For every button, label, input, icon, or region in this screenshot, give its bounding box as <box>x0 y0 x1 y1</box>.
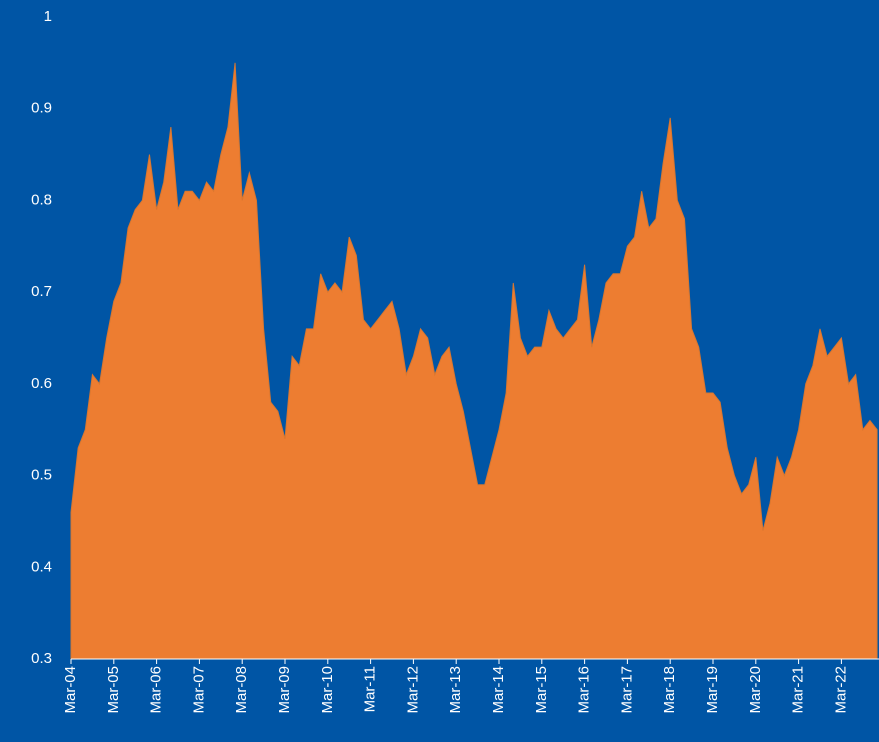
x-tick-label: Mar-22 <box>832 666 849 714</box>
x-tick-label: Mar-14 <box>490 666 507 714</box>
x-tick-label: Mar-07 <box>190 666 207 714</box>
x-tick-label: Mar-21 <box>790 666 807 714</box>
y-tick-label: 0.4 <box>31 558 52 575</box>
x-tick-label: Mar-10 <box>319 666 336 714</box>
y-tick-label: 0.8 <box>31 191 52 208</box>
y-tick-label: 1 <box>44 8 52 25</box>
y-tick-label: 0.6 <box>31 375 52 392</box>
x-tick-label: Mar-18 <box>661 666 678 714</box>
y-tick-label: 0.5 <box>31 467 52 484</box>
x-tick-label: Mar-11 <box>362 666 379 712</box>
x-tick-label: Mar-17 <box>618 666 635 714</box>
x-tick-label: Mar-19 <box>704 666 721 714</box>
x-tick-label: Mar-16 <box>576 666 593 714</box>
x-tick-label: Mar-15 <box>533 666 550 714</box>
y-tick-label: 0.7 <box>31 283 52 300</box>
x-tick-label: Mar-13 <box>447 666 464 714</box>
x-tick-label: Mar-08 <box>233 666 250 714</box>
x-tick-label: Mar-09 <box>276 666 293 714</box>
x-tick-label: Mar-20 <box>747 666 764 714</box>
x-tick-label: Mar-06 <box>148 666 165 714</box>
x-tick-label: Mar-05 <box>105 666 122 714</box>
x-tick-label: Mar-04 <box>62 666 79 714</box>
area <box>70 62 878 660</box>
y-tick-label: 0.9 <box>31 100 52 117</box>
y-tick-label: 0.3 <box>31 650 52 667</box>
x-tick-label: Mar-12 <box>404 666 421 714</box>
